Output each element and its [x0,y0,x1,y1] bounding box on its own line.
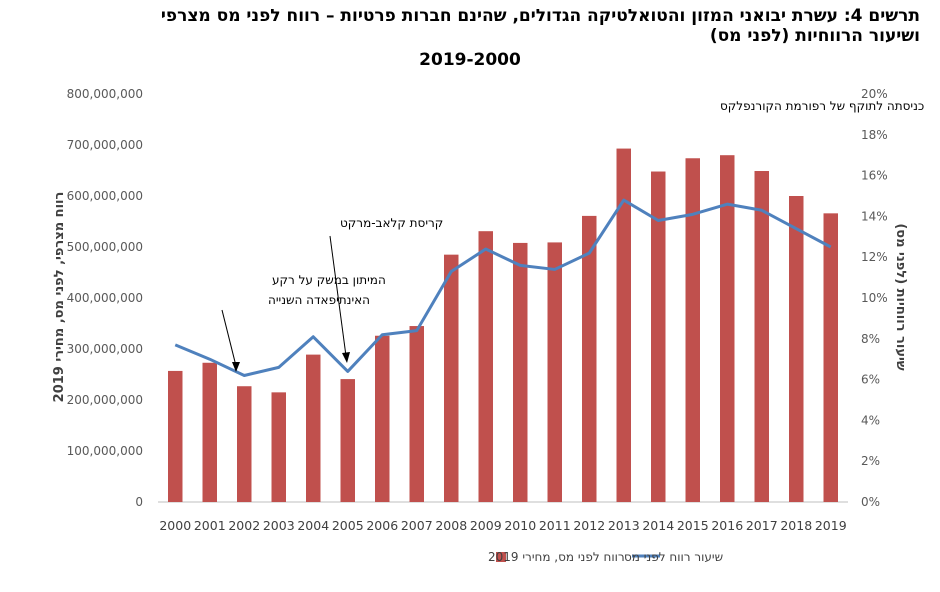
right-tick-label: 14% [861,209,888,223]
x-tick-label: 2010 [504,518,536,533]
x-tick-label: 2004 [297,518,329,533]
chart-title-line1: תרשים 4: עשרת יבואני המזון והטואלטיקה הג… [160,6,920,26]
legend-bar-swatch [496,552,506,562]
x-tick-label: 2003 [263,518,295,533]
legend-bar-label: רווח לפני מס, מחירי 2019 [488,550,625,564]
x-tick-label: 2001 [194,518,226,533]
right-tick-label: 10% [861,291,888,305]
left-axis-ticks: 0 100,000,000 200,000,000 300,000,000 400,00… [67,87,143,509]
annotation-clubmarket-arrow [329,235,347,357]
left-tick-label: 0 [135,495,143,509]
x-tick-label: 2013 [608,518,640,533]
left-tick-label: 700,000,000 [67,138,143,152]
x-tick-label: 2002 [228,518,260,533]
x-tick-label: 2005 [332,518,364,533]
bar-2018 [789,196,804,502]
annotation-clubmarket-arrowhead [342,352,350,363]
right-tick-label: 16% [861,169,888,183]
y-right-axis-label: שיעור רווחיות (לפני מס) [893,223,908,370]
x-tick-label: 2008 [435,518,467,533]
x-tick-label: 2000 [159,518,191,533]
bar-2003 [271,392,286,502]
bar-2011 [547,242,562,502]
right-tick-label: 18% [861,128,888,142]
line-series [174,198,832,378]
right-tick-label: 8% [861,332,880,346]
x-tick-label: 2014 [642,518,674,533]
x-tick-label: 2007 [401,518,433,533]
left-tick-label: 800,000,000 [67,87,143,101]
bar-2017 [754,171,769,502]
bar-series [168,148,838,503]
right-tick-label: 12% [861,250,888,264]
x-tick-label: 2012 [573,518,605,533]
annotation-recession-line1: המיתון במשק על רקע [272,273,386,287]
x-tick-label: 2019 [815,518,847,533]
bar-2010 [513,242,528,503]
bar-2002 [237,386,252,502]
bar-2006 [375,335,390,502]
left-tick-label: 500,000,000 [67,240,143,254]
left-tick-label: 100,000,000 [67,444,143,458]
annotation-recession-line2: האינתיפאדה השנייה [268,293,370,307]
right-tick-label: 0% [861,495,880,509]
bar-2019 [823,213,838,502]
right-tick-label: 6% [861,373,880,387]
annotation-recession-arrowhead [232,362,240,372]
legend-line-label: שיעור רווח לפני מס [624,550,723,564]
x-tick-label: 2015 [677,518,709,533]
x-tick-label: 2016 [711,518,743,533]
y-left-axis-label: רווח מצרפי, לפני מס, מחירי 2019 [52,192,67,403]
x-tick-label: 2017 [746,518,778,533]
x-tick-label: 2006 [366,518,398,533]
right-tick-label: 2% [861,454,880,468]
bar-2016 [720,155,735,502]
bar-2015 [685,158,700,502]
annotation-recession-arrow [221,309,237,367]
right-tick-label: 4% [861,413,880,427]
left-tick-label: 600,000,000 [67,189,143,203]
bar-2014 [651,171,666,502]
bar-2009 [478,231,493,502]
x-tick-label: 2009 [470,518,502,533]
left-tick-label: 300,000,000 [67,342,143,356]
profit-rate-line [174,198,832,378]
bar-2001 [202,362,217,502]
x-axis-ticks: 2000 2001 2002 2003 2004 2005 2006 2007 2008 2009… [159,518,846,533]
chart-title-line2: ושיעור הרווחיות (לפני מס) [709,26,920,46]
bar-2007 [409,326,424,502]
bar-2004 [306,354,321,502]
right-axis-ticks: 0% 2% 4% 6% 8% 10% 12% 14% 16% 18% 20% [861,87,888,509]
left-tick-label: 400,000,000 [67,291,143,305]
x-tick-label: 2011 [539,518,571,533]
bar-2008 [444,254,459,502]
annotation-clubmarket: קריסת קלאב-מרקט [340,216,443,230]
bar-2000 [168,370,183,502]
x-tick-label: 2018 [780,518,812,533]
left-tick-label: 200,000,000 [67,393,143,407]
bar-2013 [616,148,631,502]
annotation-cornflakes: כניסתה לתוקף של רפורמת הקורנפלקס [720,99,924,113]
right-tick-label: 20% [861,87,888,101]
chart-title-years: 2019-2000 [419,50,521,70]
bar-2005 [340,379,355,502]
bar-2012 [582,215,597,502]
